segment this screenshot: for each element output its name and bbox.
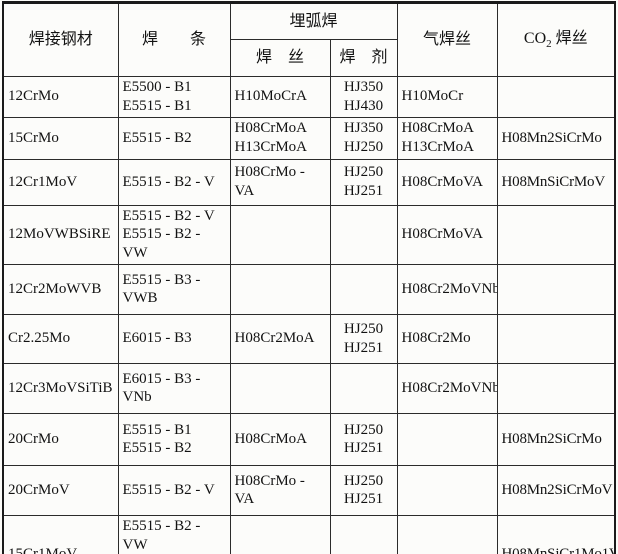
cell-saw-flux: HJ350 HJ250 <box>329 116 398 160</box>
header-gas-welding-wire: 气焊丝 <box>396 2 498 77</box>
cell-saw-wire <box>229 514 331 554</box>
cell-co2-wire <box>496 313 616 364</box>
cell-co2-wire: H08Mn2SiCrMo <box>496 412 616 466</box>
cell-saw-wire: H08CrMoA <box>229 412 331 466</box>
cell-gas-wire <box>396 412 498 466</box>
cell-saw-flux: HJ250 HJ251 <box>329 412 398 466</box>
cell-co2-wire <box>496 362 616 414</box>
cell-saw-wire: H08CrMo - VA <box>229 158 331 206</box>
cell-steel: 12MoVWBSiRE <box>2 204 119 265</box>
cell-co2-wire: H08Mn2SiCrMo <box>496 116 616 160</box>
table-row: 12MoVWBSiRE E5515 - B2 - V E5515 - B2 - … <box>2 204 616 265</box>
cell-steel: 12Cr2MoWVB <box>2 263 119 315</box>
cell-co2-wire <box>496 76 616 118</box>
table-row: 15Cr1MoV E5515 - B2 - VW E5515 - B2 - VN… <box>2 514 616 554</box>
cell-steel: 20CrMoV <box>2 464 119 516</box>
cell-electrode: E6015 - B3 <box>117 313 231 364</box>
cell-saw-wire: H10MoCrA <box>229 76 331 118</box>
cell-saw-wire <box>229 204 331 265</box>
cell-gas-wire: H10MoCr <box>396 76 498 118</box>
cell-steel: 12Cr1MoV <box>2 158 119 206</box>
header-saw-wire: 焊 丝 <box>229 39 331 77</box>
cell-gas-wire <box>396 514 498 554</box>
header-electrode: 焊 条 <box>117 2 231 77</box>
cell-saw-flux <box>329 263 398 315</box>
cell-co2-wire <box>496 263 616 315</box>
header-submerged-arc-welding: 埋弧焊 <box>229 2 398 40</box>
cell-gas-wire: H08CrMoVA <box>396 204 498 265</box>
cell-electrode: E5515 - B2 - V E5515 - B2 - VW <box>117 204 231 265</box>
cell-gas-wire: H08Cr2Mo <box>396 313 498 364</box>
cell-electrode: E5500 - B1 E5515 - B1 <box>117 76 231 118</box>
cell-saw-flux: HJ250 HJ251 <box>329 158 398 206</box>
header-co2-welding-wire: CO2 焊丝 <box>496 2 616 77</box>
cell-electrode: E5515 - B3 - VWB <box>117 263 231 315</box>
co2-subscript: 2 <box>546 37 552 50</box>
cell-co2-wire <box>496 204 616 265</box>
cell-electrode: E5515 - B2 - V <box>117 158 231 206</box>
table-row: Cr2.25Mo E6015 - B3 H08Cr2MoA HJ250 HJ25… <box>2 313 616 364</box>
cell-saw-flux: HJ250 HJ251 <box>329 464 398 516</box>
cell-saw-flux: HJ350 HJ430 <box>329 76 398 118</box>
cell-saw-flux <box>329 204 398 265</box>
table-row: 20CrMoV E5515 - B2 - V H08CrMo - VA HJ25… <box>2 464 616 516</box>
header-steel: 焊接钢材 <box>2 2 119 77</box>
cell-saw-wire <box>229 263 331 315</box>
cell-electrode: E5515 - B1 E5515 - B2 <box>117 412 231 466</box>
table-row: 12CrMo E5500 - B1 E5515 - B1 H10MoCrA HJ… <box>2 76 616 118</box>
cell-gas-wire: H08CrMoVA <box>396 158 498 206</box>
cell-saw-flux <box>329 514 398 554</box>
cell-gas-wire: H08Cr2MoVNb <box>396 362 498 414</box>
cell-gas-wire <box>396 464 498 516</box>
cell-saw-flux <box>329 362 398 414</box>
cell-steel: Cr2.25Mo <box>2 313 119 364</box>
cell-steel: 20CrMo <box>2 412 119 466</box>
cell-saw-flux: HJ250 HJ251 <box>329 313 398 364</box>
cell-co2-wire: H08MnSiCr1Mo1V <box>496 514 616 554</box>
cell-co2-wire: H08Mn2SiCrMoV <box>496 464 616 516</box>
table-row: 12Cr3MoVSiTiB E6015 - B3 - VNb H08Cr2MoV… <box>2 362 616 414</box>
cell-saw-wire: H08CrMo - VA <box>229 464 331 516</box>
cell-steel: 12Cr3MoVSiTiB <box>2 362 119 414</box>
cell-electrode: E5515 - B2 <box>117 116 231 160</box>
cell-steel: 15CrMo <box>2 116 119 160</box>
cell-steel: 12CrMo <box>2 76 119 118</box>
table-row: 20CrMo E5515 - B1 E5515 - B2 H08CrMoA HJ… <box>2 412 616 466</box>
table-row: 15CrMo E5515 - B2 H08CrMoA H13CrMoA HJ35… <box>2 116 616 160</box>
cell-saw-wire: H08Cr2MoA <box>229 313 331 364</box>
header-saw-flux: 焊 剂 <box>329 39 398 77</box>
co2-suffix: 焊丝 <box>551 29 588 47</box>
cell-co2-wire: H08MnSiCrMoV <box>496 158 616 206</box>
cell-steel: 15Cr1MoV <box>2 514 119 554</box>
cell-electrode: E5515 - B2 - VW E5515 - B2 - VNb <box>117 514 231 554</box>
table-row: 12Cr2MoWVB E5515 - B3 - VWB H08Cr2MoVNb <box>2 263 616 315</box>
cell-electrode: E6015 - B3 - VNb <box>117 362 231 414</box>
cell-saw-wire <box>229 362 331 414</box>
cell-saw-wire: H08CrMoA H13CrMoA <box>229 116 331 160</box>
table-row: 12Cr1MoV E5515 - B2 - V H08CrMo - VA HJ2… <box>2 158 616 206</box>
cell-gas-wire: H08CrMoA H13CrMoA <box>396 116 498 160</box>
co2-prefix: CO <box>523 29 547 47</box>
cell-gas-wire: H08Cr2MoVNb <box>396 263 498 315</box>
cell-electrode: E5515 - B2 - V <box>117 464 231 516</box>
